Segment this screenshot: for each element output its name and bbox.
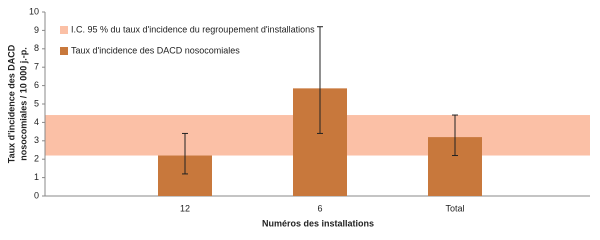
y-tick-label: 3 bbox=[34, 135, 39, 145]
x-tick-label: 6 bbox=[317, 203, 322, 213]
y-tick-label: 9 bbox=[34, 25, 39, 35]
chart: Taux d'incidence des DACD nosocomiales /… bbox=[6, 6, 590, 228]
y-tick-label: 6 bbox=[34, 80, 39, 90]
y-tick-label: 5 bbox=[34, 98, 39, 108]
y-axis-label: Taux d'incidence des DACD bbox=[6, 44, 16, 163]
y-tick-label: 4 bbox=[34, 117, 39, 127]
y-tick-label: 0 bbox=[34, 190, 39, 200]
y-tick-label: 10 bbox=[29, 6, 39, 16]
legend-label: I.C. 95 % du taux d'incidence du regroup… bbox=[71, 24, 315, 34]
y-tick-label: 1 bbox=[34, 172, 39, 182]
x-tick-label: Total bbox=[445, 203, 464, 213]
y-tick-label: 7 bbox=[34, 62, 39, 72]
x-tick-label: 12 bbox=[180, 203, 190, 213]
legend-label: Taux d'incidence des DACD nosocomiales bbox=[71, 45, 240, 55]
y-tick-label: 2 bbox=[34, 154, 39, 164]
y-tick-label: 8 bbox=[34, 43, 39, 53]
legend-swatch bbox=[60, 47, 68, 55]
y-axis-label: nosocomiales / 10 000 j.-p. bbox=[18, 47, 28, 161]
x-axis-label: Numéros des installations bbox=[262, 218, 374, 228]
legend-swatch bbox=[60, 26, 68, 34]
